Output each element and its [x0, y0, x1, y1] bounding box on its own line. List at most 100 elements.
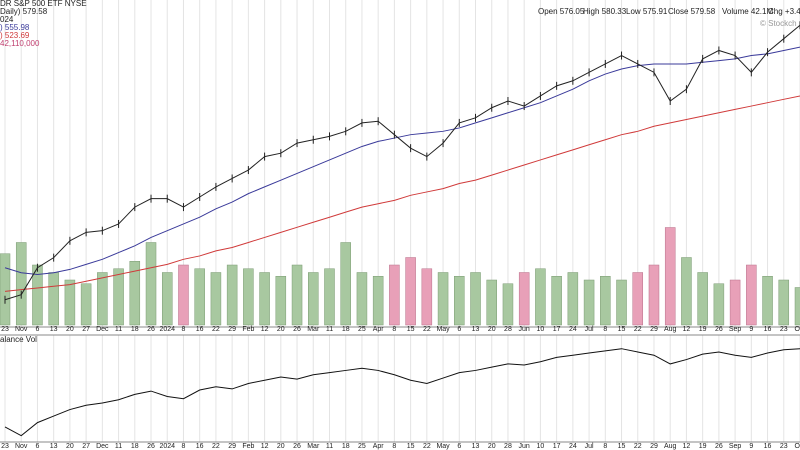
x-tick-label: 27 — [82, 326, 90, 333]
x-tick-label: 13 — [472, 443, 480, 450]
x-tick-label: Oct — [795, 326, 800, 333]
x-tick-label: 9 — [749, 326, 753, 333]
x-tick-label: Dec — [96, 326, 109, 333]
x-tick-label: 29 — [228, 326, 236, 333]
x-tick-label: 22 — [423, 443, 431, 450]
close: Close 579.58 — [668, 7, 716, 16]
x-tick-label: 29 — [650, 443, 658, 450]
volume-bar — [389, 264, 400, 326]
x-tick-label: Sep — [729, 443, 742, 450]
x-tick-label: 8 — [392, 443, 396, 450]
x-tick-label: 11 — [115, 443, 122, 450]
x-tick-label: May — [436, 326, 450, 333]
volume-bar — [632, 272, 644, 326]
volume-bar — [243, 268, 254, 326]
volume-bar — [356, 272, 368, 326]
volume-bar — [713, 283, 725, 326]
x-tick-label: 24 — [569, 443, 577, 450]
x-tick-label: 11 — [326, 326, 333, 333]
x-tick-label: 23 — [780, 443, 788, 450]
volume-bar — [372, 276, 384, 326]
volume-bar — [113, 268, 124, 326]
x-tick-label: Dec — [96, 443, 109, 450]
x-tick-label: 20 — [66, 443, 74, 450]
volume-bar — [697, 272, 708, 326]
volume-bar — [340, 242, 351, 326]
x-tick-label: 20 — [488, 326, 496, 333]
x-tick-label: 8 — [603, 443, 607, 450]
legend-entry: 42,110,000 — [0, 39, 40, 48]
volume-bar — [454, 276, 465, 326]
volume-bar — [226, 264, 238, 326]
x-tick-label: 25 — [358, 443, 366, 450]
x-tick-label: 26 — [715, 326, 723, 333]
volume-bar — [421, 268, 433, 326]
x-tick-label: 12 — [683, 326, 691, 333]
x-tick-label: Jun — [519, 443, 530, 450]
x-tick-label: 28 — [504, 443, 512, 450]
x-tick-label: Feb — [242, 326, 254, 333]
x-tick-label: 15 — [618, 443, 626, 450]
x-tick-label: Nov — [15, 443, 28, 450]
x-tick-label: 11 — [115, 326, 122, 333]
x-tick-label: 15 — [407, 443, 415, 450]
x-tick-label: 20 — [66, 326, 74, 333]
x-tick-label: 23 — [1, 326, 9, 333]
x-tick-label: 25 — [358, 326, 366, 333]
volume-bar — [275, 276, 287, 326]
x-tick-label: Jul — [585, 443, 594, 450]
x-tick-label: 8 — [603, 326, 607, 333]
legend-entry: ) 555.98 — [0, 23, 30, 32]
x-tick-label: 13 — [50, 326, 58, 333]
x-tick-label: 20 — [277, 443, 285, 450]
x-tick-label: 29 — [650, 326, 658, 333]
x-tick-label: 6 — [35, 443, 39, 450]
x-tick-label: 8 — [392, 326, 396, 333]
volume-bar — [583, 279, 595, 326]
x-tick-label: 12 — [261, 326, 269, 333]
x-tick-label: 2024 — [159, 326, 175, 333]
x-tick-label: 19 — [699, 326, 707, 333]
low: Low 575.91 — [626, 7, 668, 16]
x-tick-label: 26 — [147, 443, 155, 450]
volume-bar — [48, 272, 59, 326]
x-tick-label: 16 — [196, 326, 204, 333]
x-tick-label: 10 — [537, 326, 545, 333]
x-tick-label: 22 — [423, 326, 431, 333]
x-tick-label: 16 — [764, 326, 772, 333]
high: High 580.33 — [583, 7, 627, 16]
volume-bar — [308, 272, 319, 326]
x-tick-label: Nov — [15, 326, 28, 333]
volume-bar — [80, 283, 92, 326]
x-tick-label: Aug — [664, 443, 677, 450]
volume-bar — [486, 279, 497, 326]
volume-bar — [600, 276, 611, 326]
x-tick-label: 22 — [634, 443, 642, 450]
x-tick-label: 23 — [1, 443, 9, 450]
x-tick-label: 22 — [634, 326, 642, 333]
volume-bar — [681, 257, 692, 326]
x-tick-label: 20 — [488, 443, 496, 450]
volume-bar — [97, 272, 108, 326]
x-tick-label: 26 — [293, 443, 301, 450]
x-tick-label: 22 — [212, 326, 220, 333]
volume-bar — [502, 283, 514, 326]
x-tick-label: 11 — [326, 443, 333, 450]
volume-bar — [259, 272, 270, 326]
x-tick-label: Jul — [585, 326, 594, 333]
watermark: © Stockch — [760, 19, 797, 28]
x-tick-label: 16 — [196, 443, 204, 450]
x-tick-label: 18 — [342, 326, 350, 333]
x-tick-label: 20 — [277, 326, 285, 333]
x-tick-label: 10 — [537, 443, 545, 450]
volume-bar — [664, 227, 676, 326]
symbol: DR S&P 500 ETF NYSE — [0, 0, 87, 8]
x-tick-label: 18 — [342, 443, 350, 450]
volume-bar — [648, 264, 660, 326]
x-tick-label: 12 — [683, 443, 691, 450]
price-line — [4, 24, 800, 301]
volume-bar — [15, 242, 27, 326]
volume-bar — [161, 272, 173, 326]
x-tick-label: 18 — [131, 326, 139, 333]
